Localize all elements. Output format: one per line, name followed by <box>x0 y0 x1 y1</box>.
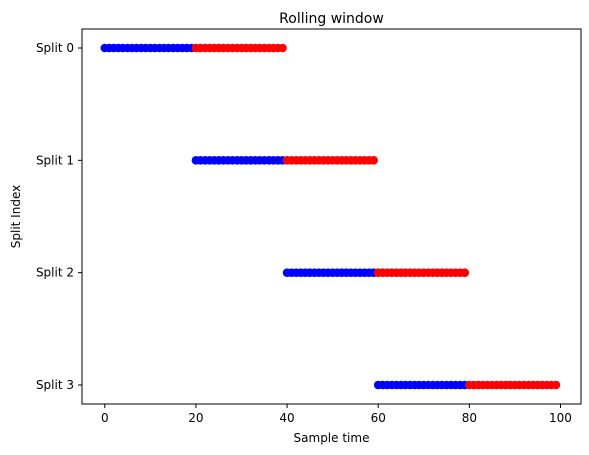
x-axis-label: Sample time <box>294 431 370 445</box>
test-point <box>460 268 470 277</box>
x-tick-label: 80 <box>462 411 477 425</box>
data-points <box>100 43 561 390</box>
y-tick-label: Split 1 <box>36 153 74 167</box>
chart-title: Rolling window <box>279 11 384 27</box>
x-tick-label: 20 <box>188 411 203 425</box>
x-axis-ticks: 0 20 40 60 80 100 <box>101 404 572 425</box>
test-point <box>369 156 378 165</box>
x-tick-label: 0 <box>101 411 109 425</box>
y-tick-label: Split 2 <box>36 266 74 280</box>
y-axis-ticks: Split 0 Split 1 Split 2 Split 3 <box>36 41 82 392</box>
plot-frame <box>81 28 582 405</box>
x-tick-label: 60 <box>371 411 386 425</box>
y-tick-label: Split 3 <box>36 378 74 392</box>
test-point <box>278 43 287 53</box>
test-point <box>551 380 561 390</box>
x-tick-label: 40 <box>279 411 294 425</box>
x-tick-label: 100 <box>549 411 572 425</box>
y-tick-label: Split 0 <box>36 41 74 55</box>
y-axis-label: Split Index <box>9 185 23 248</box>
